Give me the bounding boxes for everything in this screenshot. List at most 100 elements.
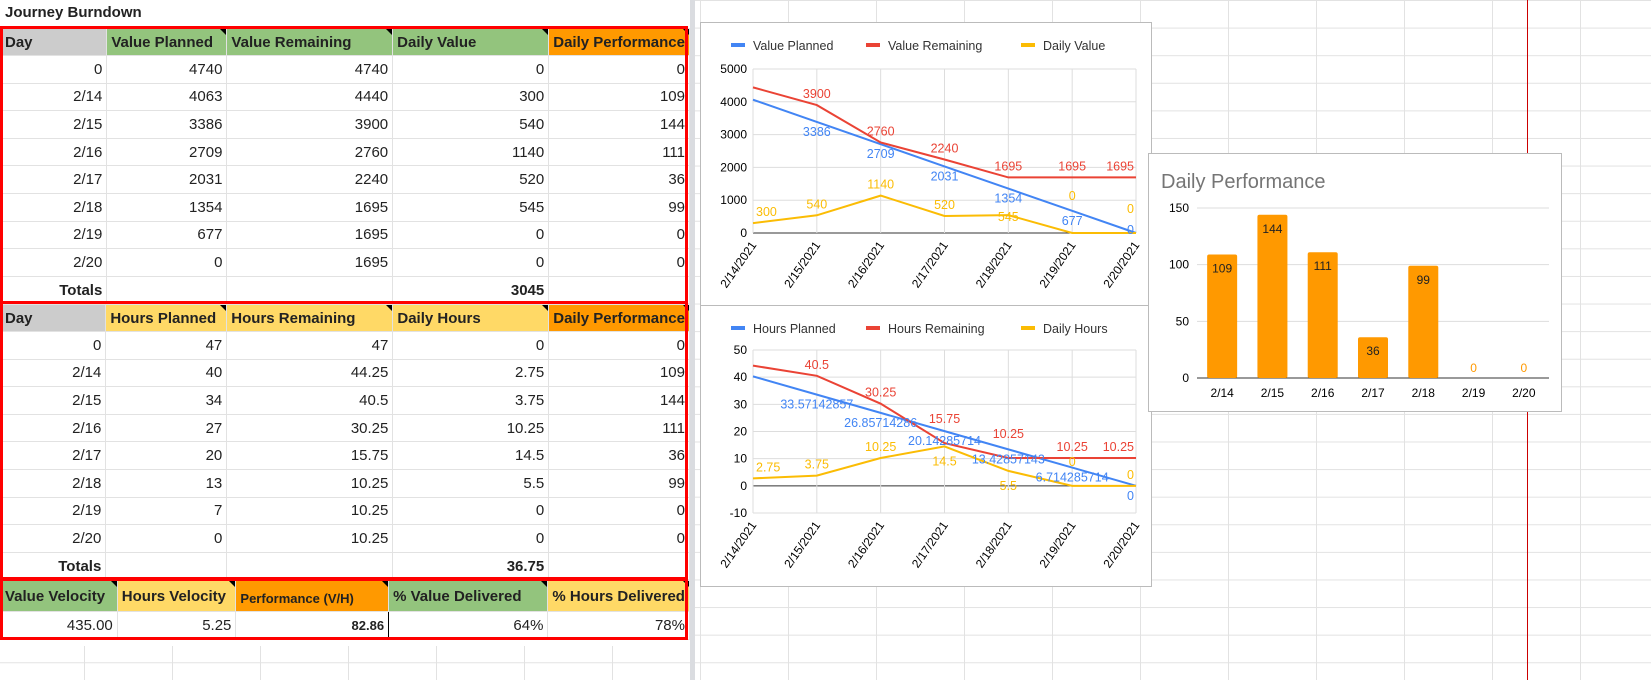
summary-header[interactable]: Performance (V/H) <box>235 580 390 612</box>
cell[interactable]: 2/17 <box>0 441 107 470</box>
cell[interactable]: 1695 <box>226 220 394 250</box>
cell[interactable]: 111 <box>548 413 690 443</box>
totals-value[interactable]: 3045 <box>392 275 550 305</box>
cell[interactable]: 99 <box>548 192 690 222</box>
cell[interactable]: 545 <box>392 192 550 222</box>
cell[interactable] <box>548 275 690 305</box>
cell[interactable]: 0 <box>0 55 108 84</box>
cell[interactable]: 0 <box>105 524 228 553</box>
cell[interactable]: 3900 <box>226 110 394 139</box>
cell[interactable]: 2/15 <box>0 110 108 139</box>
cell[interactable]: 30.25 <box>226 413 394 443</box>
cell[interactable]: 4740 <box>226 55 394 84</box>
cell[interactable]: 0 <box>548 248 690 277</box>
cell[interactable]: 99 <box>548 468 690 498</box>
cell[interactable]: 4740 <box>106 55 228 84</box>
cell[interactable]: 5.5 <box>392 468 550 498</box>
summary-value[interactable]: 78% <box>547 611 690 640</box>
cell[interactable]: 10.25 <box>226 496 394 526</box>
cell[interactable]: 47 <box>105 331 228 360</box>
totals-label[interactable]: Totals <box>0 551 107 581</box>
cell[interactable]: 0 <box>548 331 690 360</box>
cell[interactable]: 2.75 <box>392 358 550 388</box>
cell[interactable]: 34 <box>105 386 228 415</box>
cell[interactable]: 14.5 <box>392 441 550 470</box>
column-header[interactable]: Daily Performance <box>548 304 690 332</box>
cell[interactable]: 2/16 <box>0 413 107 443</box>
cell[interactable] <box>548 551 690 581</box>
cell[interactable]: 300 <box>392 82 550 112</box>
cell[interactable]: 40.5 <box>226 386 394 415</box>
cell[interactable]: 2/20 <box>0 248 108 277</box>
cell[interactable]: 20 <box>105 441 228 470</box>
cell[interactable]: 0 <box>392 331 550 360</box>
summary-value[interactable]: 5.25 <box>116 611 237 640</box>
cell[interactable]: 10.25 <box>226 524 394 553</box>
summary-header[interactable]: Value Velocity <box>0 580 118 612</box>
cell[interactable]: 2/19 <box>0 220 108 250</box>
column-header[interactable]: Hours Remaining <box>226 304 394 332</box>
cell[interactable]: 0 <box>392 248 550 277</box>
cell[interactable]: 1140 <box>392 137 550 167</box>
column-header[interactable]: Daily Value <box>392 28 550 56</box>
cell[interactable]: 36 <box>548 441 690 470</box>
cell[interactable]: 0 <box>392 55 550 84</box>
cell[interactable]: 1695 <box>226 248 394 277</box>
daily-performance-chart[interactable]: Daily Performance 0 50 100 150 109 2/14 144 2/15… <box>1148 153 1562 412</box>
summary-value[interactable]: 64% <box>388 611 549 640</box>
column-header[interactable]: Value Planned <box>106 28 228 56</box>
summary-header[interactable]: % Hours Delivered <box>547 580 690 612</box>
cell[interactable]: 2240 <box>226 165 394 194</box>
cell[interactable]: 4440 <box>226 82 394 112</box>
cell[interactable]: 2/14 <box>0 358 107 388</box>
cell[interactable]: 144 <box>548 386 690 415</box>
cell[interactable]: 27 <box>105 413 228 443</box>
cell[interactable]: 2/16 <box>0 137 108 167</box>
column-header[interactable]: Day <box>0 304 107 332</box>
value-burndown-chart[interactable]: 0 1000 2000 3000 4000 5000 2/14/2021 2/15/2021 2… <box>700 22 1152 306</box>
cell[interactable]: 2760 <box>226 137 394 167</box>
column-header[interactable]: Daily Hours <box>392 304 550 332</box>
cell[interactable]: 44.25 <box>226 358 394 388</box>
cell[interactable] <box>226 275 394 305</box>
column-header[interactable]: Day <box>0 28 108 56</box>
summary-value[interactable]: 435.00 <box>0 611 118 640</box>
cell[interactable]: 2709 <box>106 137 228 167</box>
column-header[interactable]: Hours Planned <box>105 304 228 332</box>
cell[interactable]: 0 <box>392 496 550 526</box>
cell[interactable]: 0 <box>392 220 550 250</box>
cell[interactable] <box>226 551 394 581</box>
cell[interactable]: 111 <box>548 137 690 167</box>
cell[interactable]: 2/15 <box>0 386 107 415</box>
cell[interactable]: 0 <box>392 524 550 553</box>
cell[interactable]: 1354 <box>106 192 228 222</box>
hours-burndown-chart[interactable]: -10 0 10 20 30 40 50 2/14/2021 2/15/2021 2/16/202… <box>700 305 1152 587</box>
cell[interactable]: 2/17 <box>0 165 108 194</box>
cell[interactable]: 0 <box>548 524 690 553</box>
cell[interactable]: 15.75 <box>226 441 394 470</box>
cell[interactable]: 2/19 <box>0 496 107 526</box>
totals-value[interactable]: 36.75 <box>392 551 550 581</box>
cell[interactable]: 0 <box>548 220 690 250</box>
cell[interactable] <box>106 275 228 305</box>
frozen-column-divider[interactable] <box>690 0 695 680</box>
totals-label[interactable]: Totals <box>0 275 108 305</box>
cell[interactable]: 2/20 <box>0 524 107 553</box>
summary-value[interactable]: 82.86 <box>235 611 390 640</box>
cell[interactable]: 40 <box>105 358 228 388</box>
cell[interactable]: 4063 <box>106 82 228 112</box>
cell[interactable]: 0 <box>0 331 107 360</box>
cell[interactable]: 520 <box>392 165 550 194</box>
cell[interactable] <box>105 551 228 581</box>
cell[interactable]: 36 <box>548 165 690 194</box>
cell[interactable]: 109 <box>548 358 690 388</box>
cell[interactable]: 1695 <box>226 192 394 222</box>
cell[interactable]: 677 <box>106 220 228 250</box>
cell[interactable]: 7 <box>105 496 228 526</box>
cell[interactable]: 0 <box>548 496 690 526</box>
cell[interactable]: 0 <box>106 248 228 277</box>
summary-header[interactable]: Hours Velocity <box>116 580 237 612</box>
cell[interactable]: 10.25 <box>392 413 550 443</box>
cell[interactable]: 2/18 <box>0 192 108 222</box>
cell[interactable]: 2031 <box>106 165 228 194</box>
